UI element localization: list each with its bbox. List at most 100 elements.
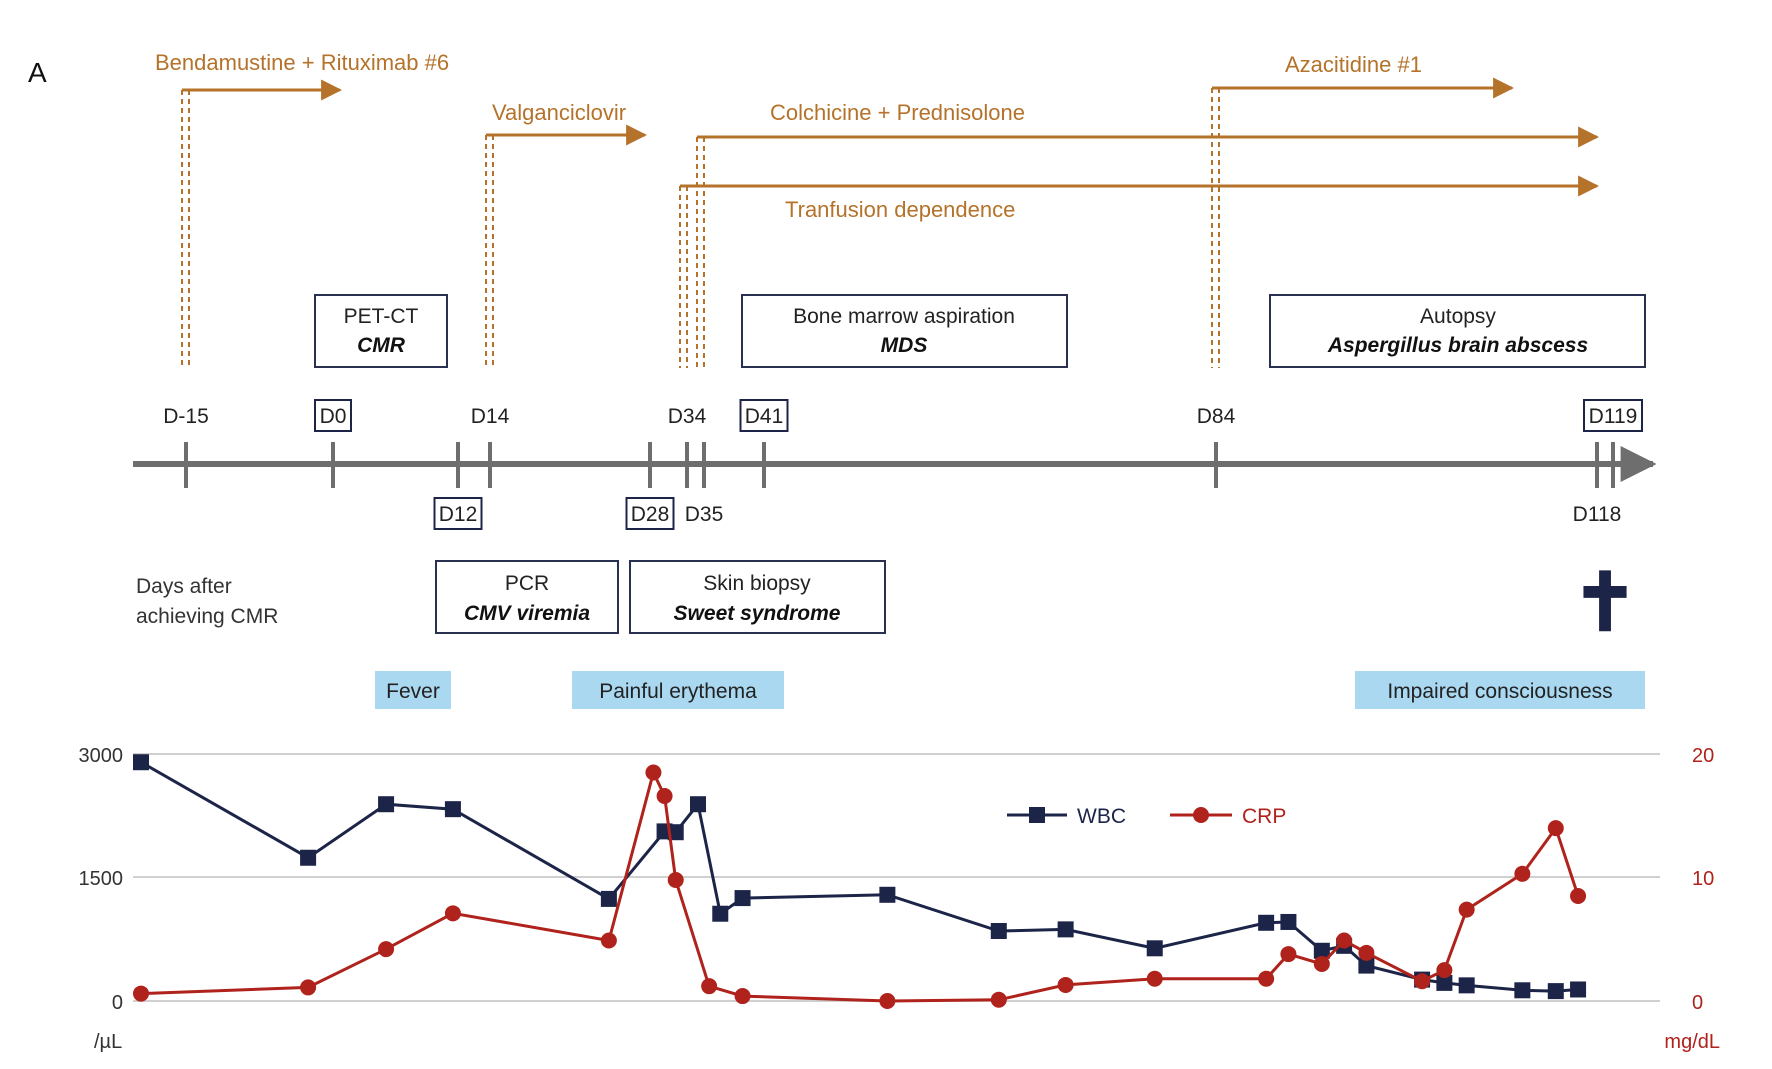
exam-box-petct: PET-CT CMR — [314, 294, 448, 368]
wbc-point — [712, 905, 729, 922]
y-right-tick-mid: 10 — [1692, 868, 1714, 890]
crp-point — [1057, 976, 1074, 993]
day-ticks: D-15 D0 D12 D14 D28 D34 D35 D41 D84 D118 D119 — [163, 399, 1643, 530]
wbc-point — [1514, 982, 1531, 999]
crp-point — [1336, 932, 1353, 949]
exam-autopsy-line2: Aspergillus brain abscess — [1327, 334, 1588, 357]
treatment-colchicine-label: Colchicine + Prednisolone — [770, 100, 1025, 125]
crp-point — [1514, 865, 1531, 882]
day-label-d35: D35 — [685, 503, 724, 526]
day-label-d12: D12 — [439, 503, 478, 526]
dashes-transfusion — [679, 186, 688, 368]
exam-bm-line1: Bone marrow aspiration — [793, 305, 1015, 328]
crp-point — [656, 787, 673, 804]
dashes-colchicine — [696, 137, 705, 368]
death-cross-icon: ✝ — [1571, 558, 1638, 647]
wbc-point — [990, 923, 1007, 940]
exam-bm-line2: MDS — [881, 334, 928, 357]
day-axis: D-15 D0 D12 D14 D28 D34 D35 D41 D84 D118 D119 — [133, 399, 1657, 530]
treatments-layer: Bendamustine + Rituximab #6 Valganciclov… — [155, 50, 1600, 368]
treatment-azacitidine-label: Azacitidine #1 — [1285, 52, 1422, 77]
wbc-point — [1358, 957, 1375, 974]
exam-petct-line1: PET-CT — [344, 305, 419, 328]
crp-point — [1547, 820, 1564, 837]
day-box-d119 — [1583, 399, 1643, 432]
crp-point — [1414, 973, 1431, 990]
y-left-tick-bottom: 0 — [112, 992, 123, 1014]
dashes-valganciclovir — [485, 135, 494, 368]
exam-box-autopsy: Autopsy Aspergillus brain abscess — [1269, 294, 1646, 368]
y-right-tick-bottom: 0 — [1692, 992, 1703, 1014]
crp-point — [1570, 888, 1587, 905]
dashes-azacitidine — [1211, 88, 1220, 368]
symptom-painful-erythema: Painful erythema — [572, 671, 784, 709]
day-label-d41: D41 — [745, 405, 784, 428]
wbc-point — [879, 886, 896, 903]
day-label-d28: D28 — [631, 503, 670, 526]
crp-point — [378, 941, 395, 958]
exam-box-bone-marrow: Bone marrow aspiration MDS — [741, 294, 1068, 368]
wbc-point — [1258, 914, 1275, 931]
legend-wbc-label: WBC — [1077, 805, 1126, 828]
crp-point — [1258, 970, 1275, 987]
day-label-d84: D84 — [1197, 405, 1236, 428]
wbc-point — [444, 801, 461, 818]
crp-point — [667, 871, 684, 888]
wbc-point — [1313, 942, 1330, 959]
crp-point — [444, 905, 461, 922]
wbc-point — [378, 796, 395, 813]
panel-label: A — [28, 57, 47, 88]
exam-petct-line2: CMR — [357, 334, 406, 357]
wbc-point — [300, 849, 317, 866]
symptom-erythema-label: Painful erythema — [599, 680, 757, 703]
crp-point — [879, 993, 896, 1009]
crp-point — [1313, 955, 1330, 972]
symptom-fever: Fever — [375, 671, 451, 709]
wbc-point — [1057, 921, 1074, 938]
exam-skin-line2: Sweet syndrome — [674, 602, 841, 625]
crp-point — [600, 932, 617, 949]
wbc-point — [690, 796, 706, 813]
exam-autopsy-line1: Autopsy — [1420, 305, 1496, 328]
crp-point — [645, 764, 662, 781]
axis-caption-line2: achieving CMR — [136, 605, 278, 628]
treatment-transfusion-label: Tranfusion dependence — [785, 197, 1015, 222]
exam-pcr-line2: CMV viremia — [464, 602, 590, 625]
crp-point — [300, 979, 317, 996]
wbc-point — [1458, 977, 1475, 994]
day-box-d41 — [739, 399, 789, 432]
series-wbc — [133, 754, 1587, 1000]
wbc-point — [667, 824, 684, 841]
crp-point — [1146, 970, 1163, 987]
crp-point — [734, 988, 751, 1005]
treatment-valganciclovir-label: Valganciclovir — [492, 100, 626, 125]
legend-wbc-marker — [1029, 807, 1045, 823]
legend-crp-label: CRP — [1242, 805, 1286, 828]
exam-box-pcr: PCR CMV viremia — [435, 560, 619, 634]
y-right-tick-top: 20 — [1692, 745, 1714, 767]
symptom-consciousness-label: Impaired consciousness — [1387, 680, 1612, 703]
wbc-point — [1436, 974, 1453, 991]
wbc-point — [1547, 983, 1564, 1000]
symptom-impaired-consciousness: Impaired consciousness — [1355, 671, 1645, 709]
axis-caption-line1: Days after — [136, 575, 232, 598]
wbc-point — [1570, 981, 1587, 998]
wbc-point — [1280, 913, 1297, 930]
legend: WBC CRP — [1007, 805, 1286, 828]
exam-pcr-line1: PCR — [505, 572, 549, 595]
day-label-d0: D0 — [320, 405, 347, 428]
crp-point — [1358, 944, 1375, 961]
exam-skin-line1: Skin biopsy — [703, 572, 811, 595]
crp-point — [133, 985, 149, 1002]
day-label-d119: D119 — [1589, 405, 1638, 428]
dashes-bendamustine — [181, 90, 190, 368]
crp-point — [1458, 901, 1475, 918]
day-label-d118: D118 — [1573, 503, 1622, 526]
lab-chart: 3000 1500 0 20 10 0 /µL mg/dL WBC CRP — [79, 745, 1721, 1053]
crp-point — [990, 991, 1007, 1008]
legend-crp-marker — [1193, 807, 1209, 823]
crp-point — [1280, 946, 1297, 963]
y-left-unit: /µL — [94, 1031, 122, 1053]
series-crp — [133, 764, 1587, 1009]
